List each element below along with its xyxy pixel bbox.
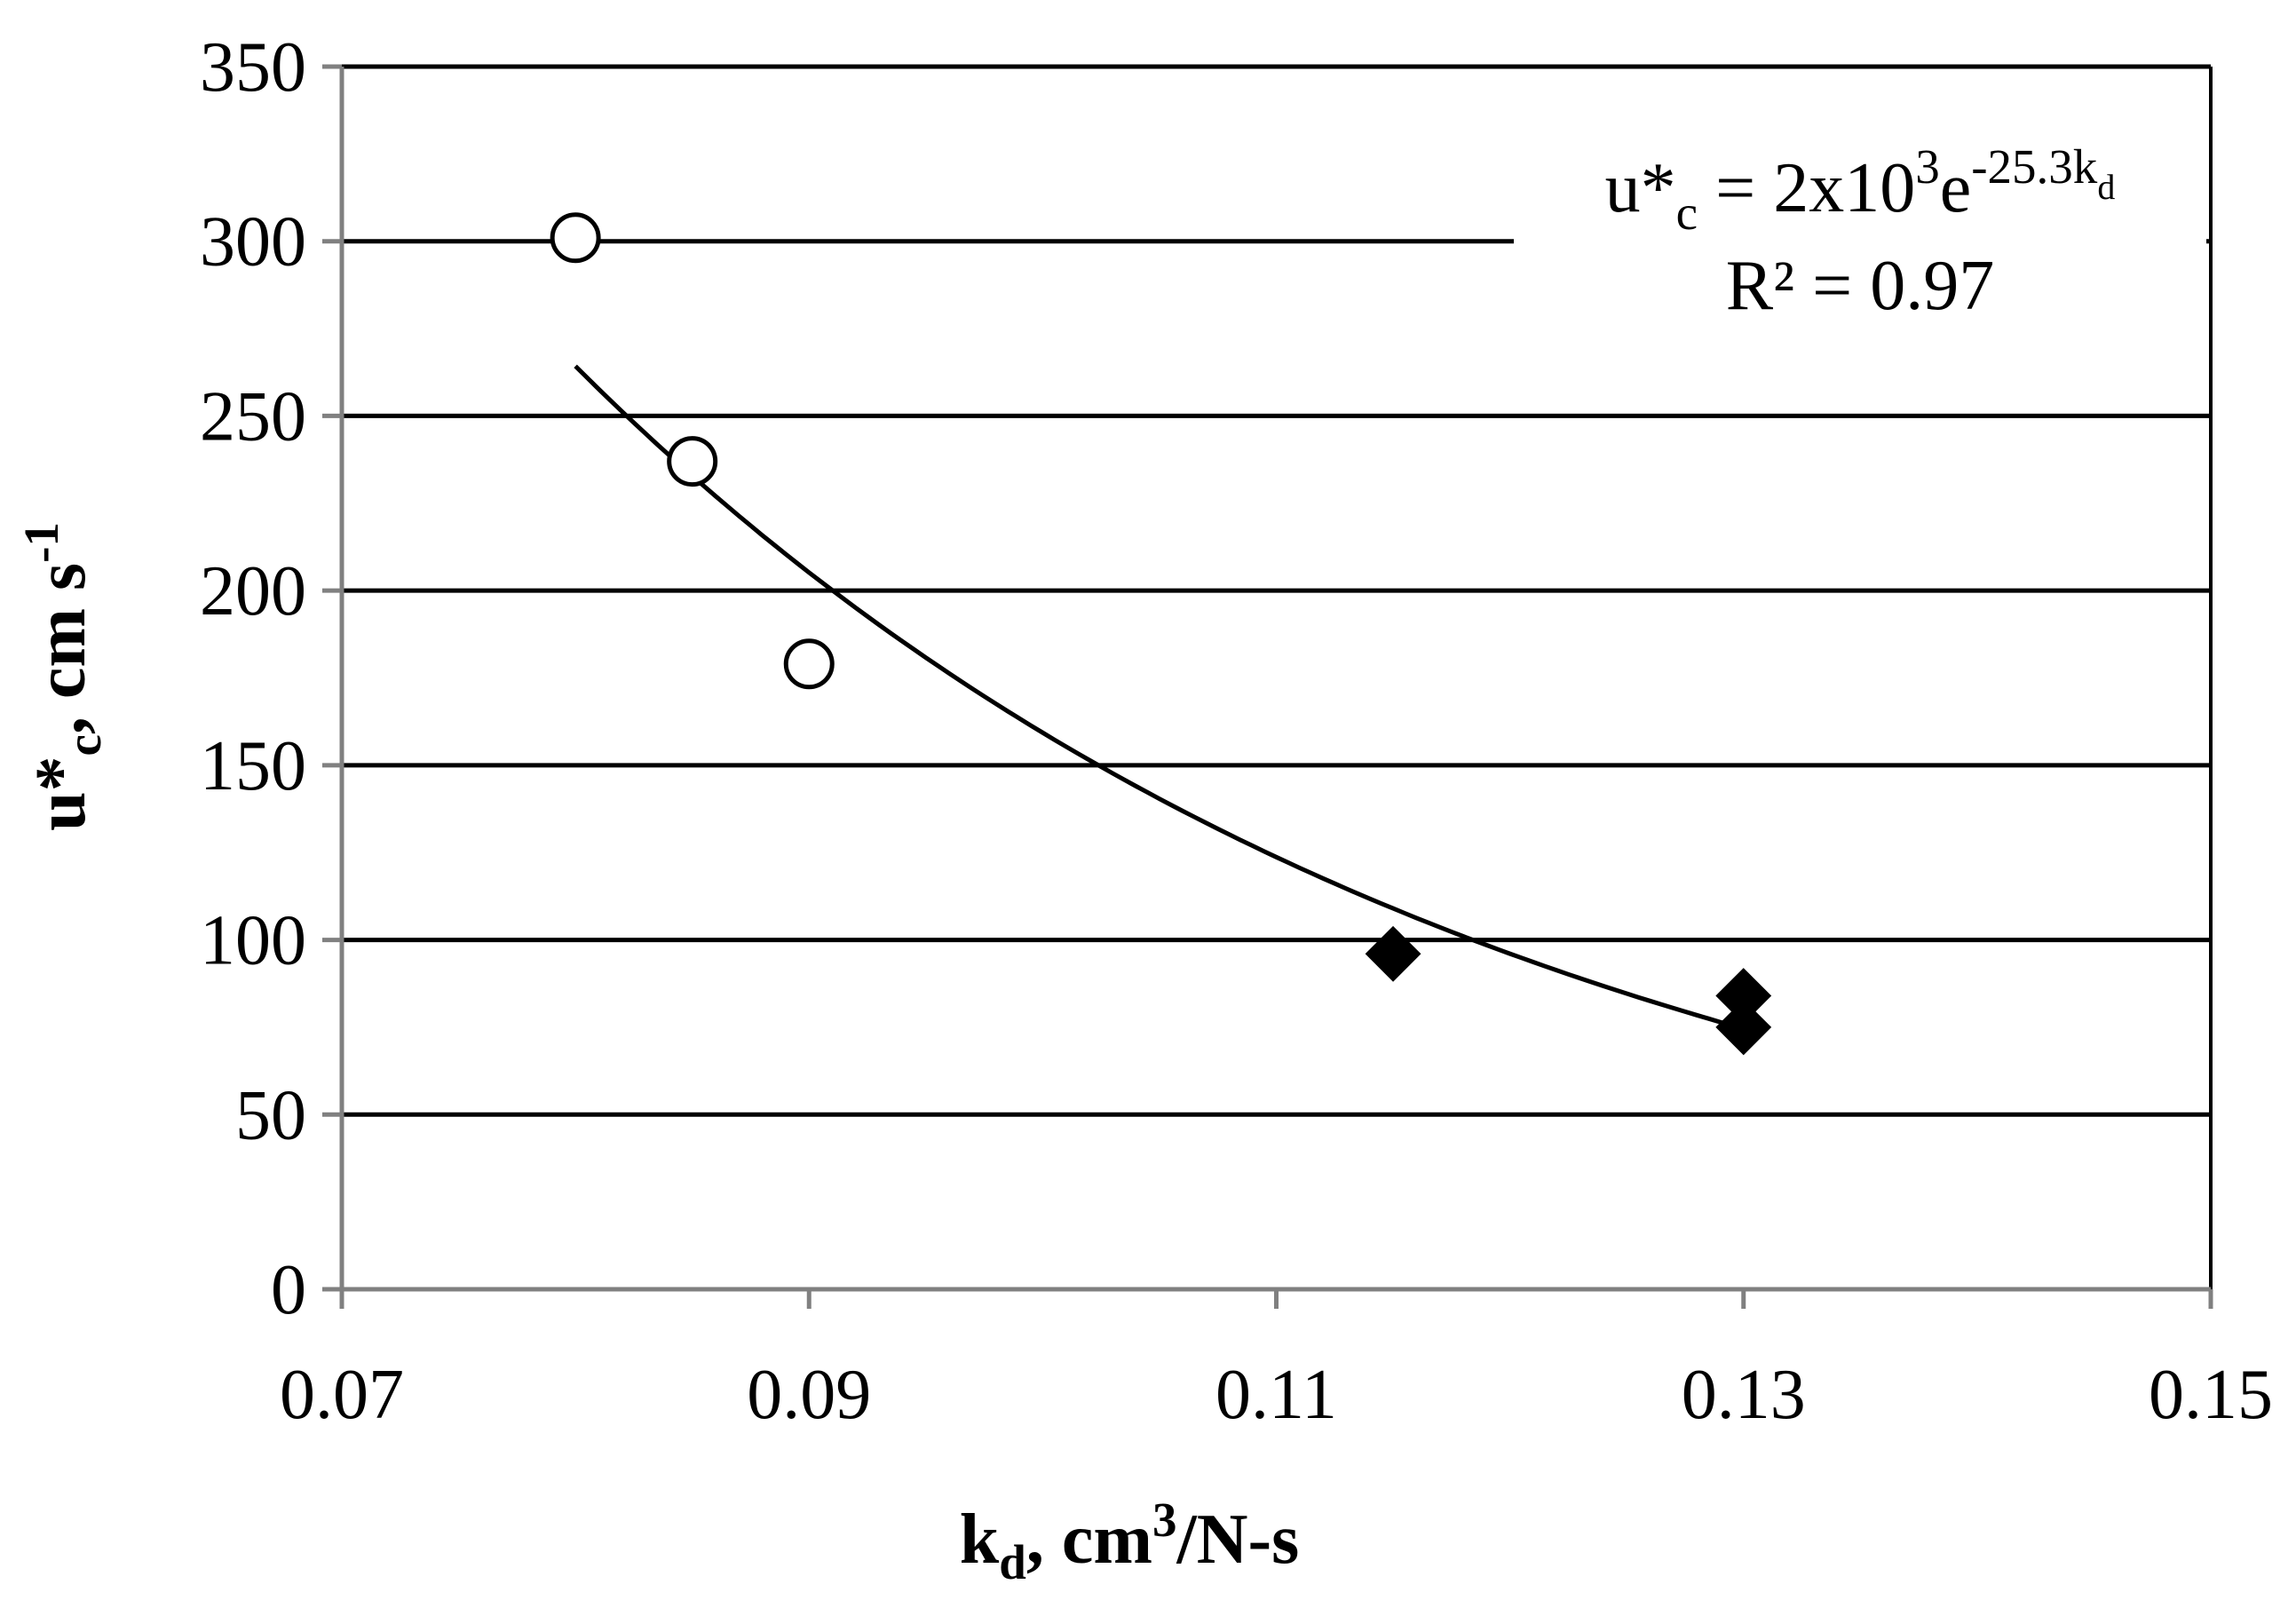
y-tick-label: 50	[235, 1076, 306, 1154]
equation-background	[1514, 151, 2206, 360]
y-tick-label: 200	[200, 552, 306, 630]
y-tick-label: 100	[200, 902, 306, 980]
trendline	[574, 364, 1745, 1032]
data-point-diamond	[1715, 999, 1772, 1056]
y-tick-label: 0	[271, 1251, 306, 1329]
data-point-diamond	[1365, 925, 1421, 982]
x-axis-title: kd, cm3/N-s	[960, 1493, 1300, 1589]
data-point-open-circle	[550, 212, 601, 264]
x-tick-label: 0.15	[2149, 1356, 2273, 1434]
y-tick-label: 150	[200, 727, 306, 805]
x-tick-label: 0.09	[747, 1356, 871, 1434]
y-tick-label: 350	[200, 28, 306, 107]
axes	[322, 64, 2213, 1309]
x-tick-label: 0.13	[1682, 1356, 1806, 1434]
x-tick-label: 0.07	[280, 1356, 404, 1434]
y-axis-title: u*c, cm s-1	[14, 522, 111, 831]
trend-equation: u*c = 2x103e-25.3kd	[1605, 139, 2116, 240]
y-tick-label: 250	[200, 377, 306, 455]
gridlines	[342, 64, 2213, 1289]
y-tick-label: 300	[200, 203, 306, 281]
data-point-open-circle	[783, 638, 835, 690]
data-point-open-circle	[667, 436, 718, 487]
data-points	[550, 212, 1772, 1056]
x-tick-label: 0.11	[1215, 1356, 1337, 1434]
tick-labels: 0 50 100 150 200 250 300 350 0.07 0.09 0.11 0.13 0.1…	[200, 28, 2273, 1434]
r-squared: R² = 0.97	[1726, 247, 1994, 325]
